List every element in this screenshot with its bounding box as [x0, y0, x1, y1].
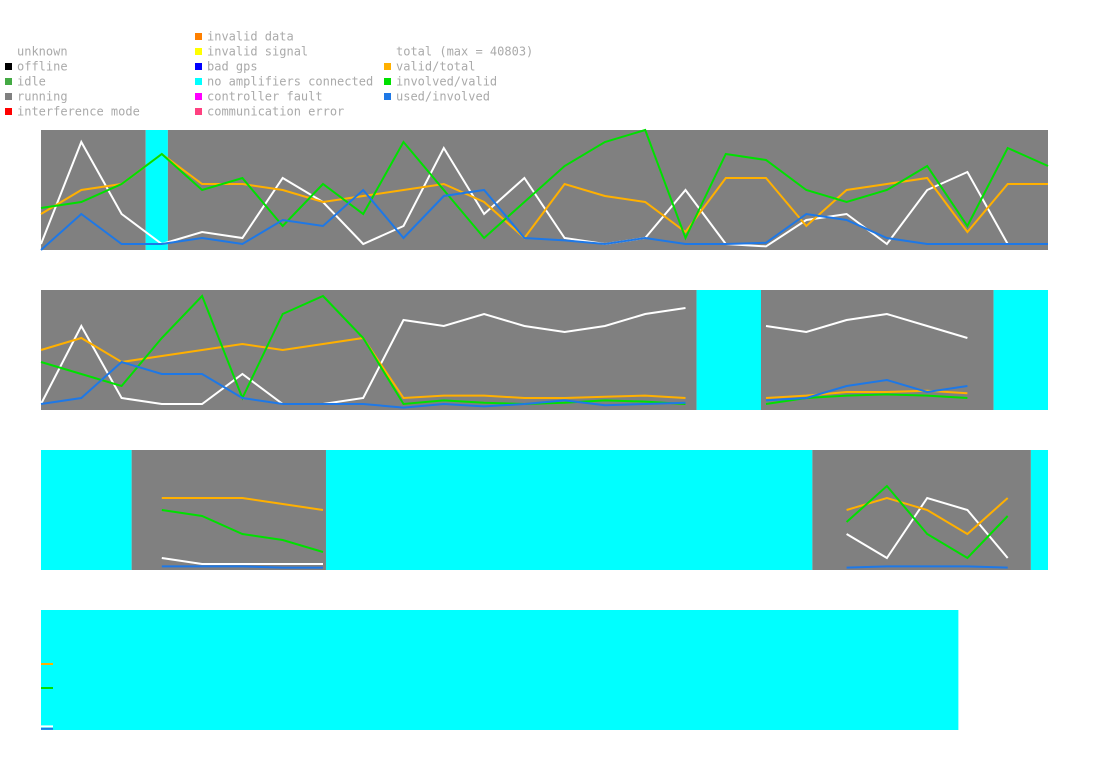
status-segment: [761, 290, 994, 410]
legend-swatch: [5, 48, 12, 55]
legend-swatch: [195, 78, 202, 85]
legend-swatch: [5, 78, 12, 85]
legend-label: communication error: [207, 105, 344, 119]
status-segment: [696, 290, 762, 410]
status-segment: [167, 130, 1048, 250]
legend-swatch: [5, 93, 12, 100]
legend-label: interference mode: [17, 105, 140, 119]
legend-label: valid/total: [396, 60, 475, 74]
status-segment: [41, 290, 697, 410]
legend-swatch: [195, 93, 202, 100]
legend-label: bad gps: [207, 60, 258, 74]
status-segment: [41, 450, 132, 570]
legend-label: running: [17, 90, 68, 104]
legend-swatch: [384, 48, 391, 55]
status-segment: [993, 290, 1048, 410]
series-line: [40, 188, 1048, 251]
series-line: [161, 496, 1009, 536]
status-segment: [131, 450, 326, 570]
status-segment: [812, 450, 1031, 570]
legend-label: no amplifiers connected: [207, 75, 373, 89]
status-segment: [41, 610, 959, 730]
legend-swatch: [384, 78, 391, 85]
series-line: [40, 128, 1049, 241]
legend-label: invalid signal: [207, 45, 308, 59]
legend-swatch: [195, 63, 202, 70]
legend-label: unknown: [17, 45, 68, 59]
legend-swatch: [5, 63, 12, 70]
legend-swatch: [195, 48, 202, 55]
legend-swatch: [384, 93, 391, 100]
series-line: [161, 484, 1009, 560]
legend-label: total (max = 40803): [396, 45, 533, 59]
status-segment: [41, 130, 146, 250]
series-line: [161, 565, 1008, 569]
legend-label: invalid data: [207, 30, 294, 44]
status-segment: [145, 130, 168, 250]
legend-swatch: [195, 108, 202, 115]
series-line: [161, 496, 1009, 565]
legend-label: controller fault: [207, 90, 323, 104]
status-segment: [325, 450, 813, 570]
series-line: [40, 152, 1048, 240]
legend-label: involved/valid: [396, 75, 497, 89]
series-line: [40, 307, 968, 405]
legend-label: idle: [17, 75, 46, 89]
legend-swatch: [5, 108, 12, 115]
legend-label: offline: [17, 60, 68, 74]
series-line: [40, 360, 968, 409]
legend-swatch: [384, 63, 391, 70]
legend-label: used/involved: [396, 90, 490, 104]
status-segment: [1030, 450, 1048, 570]
series-line: [40, 139, 1048, 248]
legend-swatch: [195, 33, 202, 40]
